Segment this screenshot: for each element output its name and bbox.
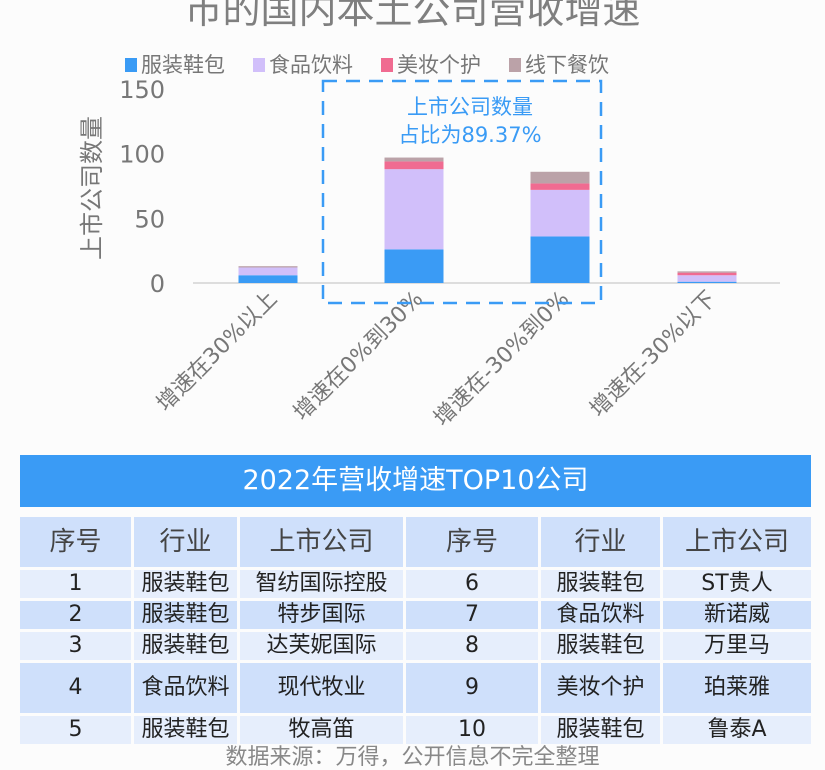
y-tick-label: 150 <box>119 76 165 104</box>
legend-item: 服装鞋包 <box>125 53 225 77</box>
table-cell: 现代牧业 <box>240 663 403 713</box>
table-cell: 服装鞋包 <box>134 601 237 629</box>
x-tick-label: 增速在-30%以下 <box>586 287 722 423</box>
legend-item: 食品饮料 <box>253 53 353 77</box>
legend-swatch <box>253 58 265 72</box>
legend-item: 美妆个护 <box>381 53 481 77</box>
table-cell: 3 <box>20 632 131 660</box>
table-cell: 牧高笛 <box>240 716 403 744</box>
legend-item: 线下餐饮 <box>509 53 609 77</box>
table-cell: ST贵人 <box>663 570 811 598</box>
legend-swatch <box>125 58 137 72</box>
legend-label: 线下餐饮 <box>525 53 609 77</box>
table-title: 2022年营收增速TOP10公司 <box>20 455 811 507</box>
bar-segment <box>238 267 298 276</box>
table-cell: 5 <box>20 716 131 744</box>
x-tick-label: 增速在0%到30% <box>289 287 428 426</box>
bar-segment <box>384 161 444 170</box>
bar-segment <box>530 183 590 190</box>
legend-label: 食品饮料 <box>269 53 353 77</box>
bar-segment <box>530 189 590 237</box>
bar-segment <box>530 171 590 184</box>
table-cell: 7 <box>406 601 538 629</box>
table-cell: 新诺威 <box>663 601 811 629</box>
bar-segment <box>677 271 737 273</box>
table-cell: 1 <box>20 570 131 598</box>
highlight-box <box>321 79 603 305</box>
table-cell: 食品饮料 <box>541 601 660 629</box>
table-cell: 达芙妮国际 <box>240 632 403 660</box>
column-header: 行业 <box>541 517 660 567</box>
column-header: 序号 <box>20 517 131 567</box>
bar-segment <box>530 236 590 283</box>
table-cell: 服装鞋包 <box>541 716 660 744</box>
legend-label: 服装鞋包 <box>141 53 225 77</box>
legend-label: 美妆个护 <box>397 53 481 77</box>
y-axis-label: 上市公司数量 <box>78 116 106 260</box>
annotation-text: 上市公司数量 <box>407 95 533 119</box>
table-cell: 服装鞋包 <box>541 570 660 598</box>
y-tick-label: 0 <box>150 270 165 298</box>
legend-swatch <box>509 58 521 72</box>
bar-segment <box>384 169 444 250</box>
bar-segment <box>677 281 737 283</box>
table-cell: 服装鞋包 <box>541 632 660 660</box>
bar-segment <box>384 157 444 162</box>
table-cell: 8 <box>406 632 538 660</box>
table-cell: 服装鞋包 <box>134 632 237 660</box>
bar-segment <box>384 249 444 283</box>
source-note: 数据来源：万得，公开信息不完全整理 <box>225 745 600 770</box>
table-cell: 4 <box>20 663 131 713</box>
column-header: 上市公司 <box>663 517 811 567</box>
bar-segment <box>238 266 298 268</box>
table-cell: 美妆个护 <box>541 663 660 713</box>
table-cell: 特步国际 <box>240 601 403 629</box>
table-cell: 9 <box>406 663 538 713</box>
table-cell: 6 <box>406 570 538 598</box>
table-cell: 智纺国际控股 <box>240 570 403 598</box>
table-cell: 万里马 <box>663 632 811 660</box>
table-cell: 珀莱雅 <box>663 663 811 713</box>
bar-segment <box>677 275 737 282</box>
y-tick-label: 50 <box>134 205 165 233</box>
bar-segment <box>677 272 737 276</box>
column-header: 序号 <box>406 517 538 567</box>
legend-swatch <box>381 58 393 72</box>
table-cell: 鲁泰A <box>663 716 811 744</box>
table-cell: 服装鞋包 <box>134 716 237 744</box>
chart-legend: 服装鞋包 食品饮料 美妆个护 线下餐饮 <box>125 53 609 77</box>
column-header: 行业 <box>134 517 237 567</box>
table-cell: 服装鞋包 <box>134 570 237 598</box>
x-tick-label: 增速在30%以上 <box>152 287 282 417</box>
table-cell: 2 <box>20 601 131 629</box>
y-tick-label: 100 <box>119 141 165 169</box>
x-tick-label: 增速在-30%到0% <box>429 287 574 432</box>
table-cell: 10 <box>406 716 538 744</box>
annotation-text: 占比为89.37% <box>398 123 541 147</box>
chart-title: 市的国内本土公司营收增速 <box>184 0 641 32</box>
column-header: 上市公司 <box>240 517 403 567</box>
bar-segment <box>238 275 298 283</box>
table-cell: 食品饮料 <box>134 663 237 713</box>
